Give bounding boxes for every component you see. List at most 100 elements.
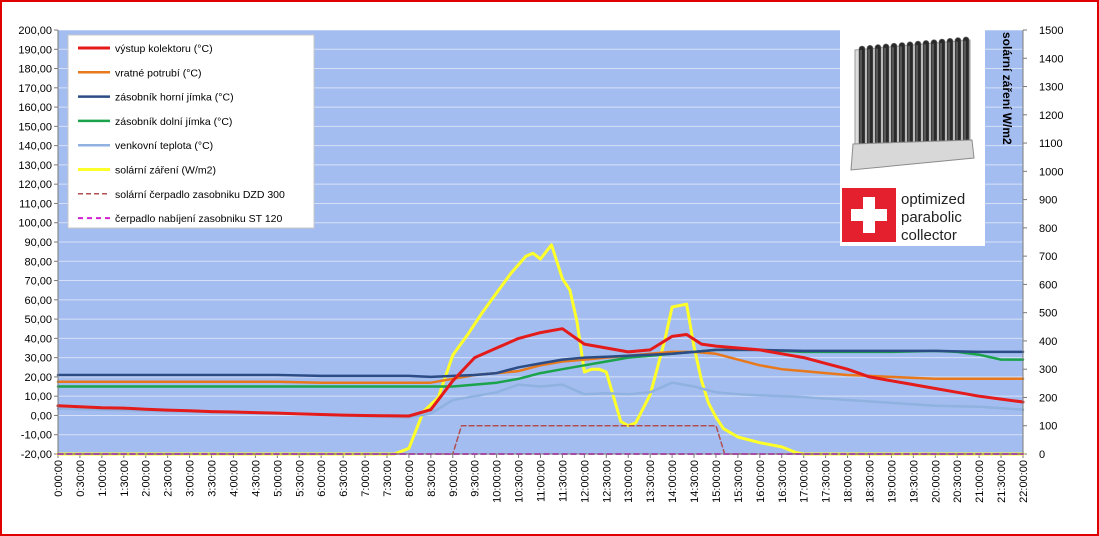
x-tick-label: 4:30:00 bbox=[250, 460, 262, 497]
y2-tick-label: 100 bbox=[1039, 421, 1057, 433]
y2-tick-label: 1400 bbox=[1039, 53, 1063, 65]
y-tick-label: 180,00 bbox=[18, 64, 52, 76]
y2-tick-label: 1200 bbox=[1039, 110, 1063, 122]
x-tick-label: 14:00:00 bbox=[667, 460, 679, 503]
y-tick-label: -10,00 bbox=[21, 430, 52, 442]
x-tick-label: 18:30:00 bbox=[864, 460, 876, 503]
x-tick-label: 5:00:00 bbox=[272, 460, 284, 497]
collector-tube bbox=[962, 36, 970, 144]
swiss-cross-logo bbox=[842, 188, 896, 242]
legend: výstup kolektoru (°C) vratné potrubí (°C)… bbox=[67, 34, 315, 229]
x-tick-label: 12:30:00 bbox=[601, 460, 613, 503]
y-tick-label: 70,00 bbox=[24, 276, 52, 288]
x-tick-label: 18:00:00 bbox=[843, 460, 855, 503]
y-axis-left: 200,00 190,00 180,00 170,00 160,00 150,00 140,… bbox=[18, 25, 58, 461]
y2-tick-label: 500 bbox=[1039, 308, 1057, 320]
x-tick-label: 15:30:00 bbox=[733, 460, 745, 503]
x-tick-label: 10:00:00 bbox=[492, 460, 504, 503]
y-tick-label: 150,00 bbox=[18, 121, 52, 133]
y-tick-label: 120,00 bbox=[18, 179, 52, 191]
y2-tick-label: 1500 bbox=[1039, 25, 1063, 37]
x-tick-label: 6:00:00 bbox=[316, 460, 328, 497]
logo-text-line-3: collector bbox=[901, 227, 957, 244]
y2-tick-label: 700 bbox=[1039, 251, 1057, 263]
x-tick-label: 4:00:00 bbox=[228, 460, 240, 497]
collector-tube bbox=[882, 43, 890, 154]
y-tick-label: 60,00 bbox=[24, 295, 52, 307]
y-tick-label: 170,00 bbox=[18, 83, 52, 95]
y-tick-label: 130,00 bbox=[18, 160, 52, 172]
y-tick-label: 90,00 bbox=[24, 237, 52, 249]
x-tick-label: 20:00:00 bbox=[930, 460, 942, 503]
legend-label: solární čerpadlo zasobniku DZD 300 bbox=[115, 189, 285, 201]
y-tick-label: 110,00 bbox=[19, 198, 52, 210]
y-tick-label: 100,00 bbox=[18, 218, 52, 230]
x-tick-label: 13:00:00 bbox=[623, 460, 635, 503]
y2-tick-label: 200 bbox=[1039, 392, 1057, 404]
x-tick-label: 21:30:00 bbox=[996, 460, 1008, 503]
y2-tick-label: 1300 bbox=[1039, 82, 1063, 94]
legend-label: zásobník dolní jímka (°C) bbox=[115, 116, 232, 128]
x-tick-label: 9:30:00 bbox=[470, 460, 482, 497]
collector-tube bbox=[938, 38, 946, 147]
y-tick-label: 0,00 bbox=[31, 410, 52, 422]
y2-tick-label: 0 bbox=[1039, 449, 1045, 461]
x-tick-label: 22:00:00 bbox=[1018, 460, 1030, 503]
y-tick-label: 160,00 bbox=[18, 102, 52, 114]
x-tick-label: 8:30:00 bbox=[426, 460, 438, 497]
x-tick-label: 0:30:00 bbox=[75, 460, 87, 497]
collector-tube bbox=[930, 39, 938, 148]
x-tick-label: 20:30:00 bbox=[952, 460, 964, 503]
collector-tube bbox=[922, 40, 930, 149]
legend-label: výstup kolektoru (°C) bbox=[115, 43, 213, 55]
y2-tick-label: 800 bbox=[1039, 223, 1057, 235]
solar-collector-image bbox=[850, 36, 975, 171]
y-tick-label: 190,00 bbox=[18, 44, 52, 56]
y-tick-label: -20,00 bbox=[21, 449, 52, 461]
x-tick-label: 13:30:00 bbox=[645, 460, 657, 503]
y-tick-label: 50,00 bbox=[24, 314, 52, 326]
legend-label: solární záření (W/m2) bbox=[115, 165, 216, 177]
x-tick-label: 19:30:00 bbox=[908, 460, 920, 503]
x-tick-label: 9:00:00 bbox=[448, 460, 460, 497]
legend-label: venkovní teplota (°C) bbox=[115, 140, 213, 152]
x-tick-label: 17:00:00 bbox=[799, 460, 811, 503]
legend-box bbox=[67, 34, 315, 229]
x-tick-label: 0:00:00 bbox=[53, 460, 65, 497]
collector-tube bbox=[858, 45, 866, 157]
y-tick-label: 40,00 bbox=[24, 333, 52, 345]
y-axis-right-title: solární záření W/m2 bbox=[1000, 32, 1014, 145]
y-tick-label: 200,00 bbox=[18, 25, 52, 37]
x-tick-label: 17:30:00 bbox=[821, 460, 833, 503]
series-line bbox=[56, 348, 1025, 379]
y-tick-label: 20,00 bbox=[24, 372, 52, 384]
y2-tick-label: 1000 bbox=[1039, 166, 1063, 178]
y-axis-right: 1500140013001200110010009008007006005004… bbox=[1023, 25, 1063, 461]
x-tick-label: 7:30:00 bbox=[382, 460, 394, 497]
x-tick-label: 3:30:00 bbox=[207, 460, 219, 497]
x-tick-label: 16:30:00 bbox=[777, 460, 789, 503]
x-tick-label: 14:30:00 bbox=[689, 460, 701, 503]
x-tick-label: 5:30:00 bbox=[294, 460, 306, 497]
y2-tick-label: 600 bbox=[1039, 279, 1057, 291]
legend-label: čerpadlo nabíjení zasobniku ST 120 bbox=[115, 213, 282, 225]
y-tick-label: 10,00 bbox=[24, 391, 52, 403]
x-tick-label: 11:30:00 bbox=[557, 460, 569, 502]
collector-tube bbox=[946, 37, 954, 146]
series-line bbox=[56, 327, 1025, 418]
y-tick-label: 80,00 bbox=[24, 256, 52, 268]
y-tick-label: 140,00 bbox=[18, 141, 52, 153]
y2-tick-label: 1100 bbox=[1039, 138, 1063, 150]
y2-tick-label: 400 bbox=[1039, 336, 1057, 348]
series-line bbox=[56, 243, 1025, 456]
x-tick-label: 10:30:00 bbox=[514, 460, 526, 503]
x-tick-label: 11:00:00 bbox=[536, 460, 548, 502]
x-tick-label: 7:00:00 bbox=[360, 460, 372, 497]
x-tick-label: 8:00:00 bbox=[404, 460, 416, 497]
x-tick-label: 19:00:00 bbox=[886, 460, 898, 503]
logo-text-line-1: optimized bbox=[901, 191, 965, 208]
x-tick-label: 2:00:00 bbox=[141, 460, 153, 497]
x-tick-label: 6:30:00 bbox=[338, 460, 350, 497]
